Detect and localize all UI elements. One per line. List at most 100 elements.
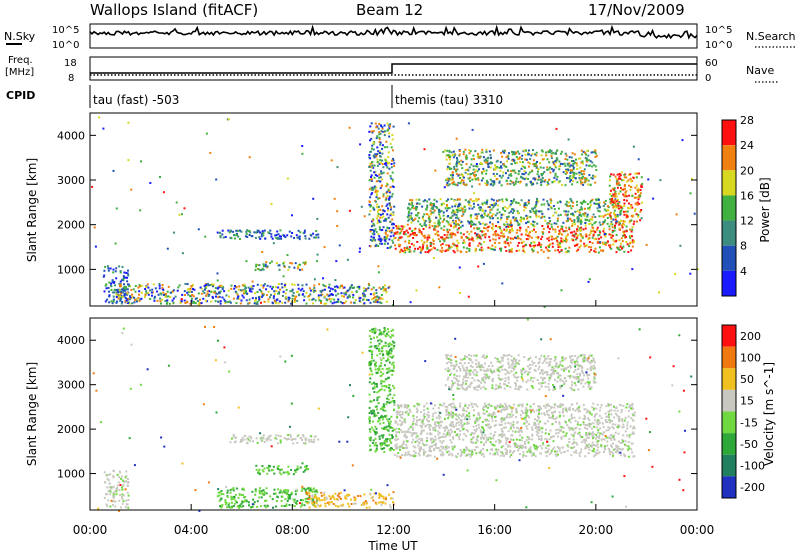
power-cell — [461, 236, 463, 238]
power-cell — [450, 168, 452, 170]
velocity-cell — [369, 394, 371, 396]
power-cell — [588, 174, 590, 176]
power-cell — [253, 285, 255, 287]
power-cell — [536, 161, 538, 163]
velocity-cell — [484, 413, 486, 415]
power-cell — [386, 191, 388, 193]
power-cell — [494, 242, 496, 244]
power-cell — [290, 303, 292, 305]
power-cell — [576, 250, 578, 252]
power-cell — [581, 221, 583, 223]
power-cell — [487, 226, 489, 228]
power-cell — [523, 209, 525, 211]
power-cell — [624, 185, 626, 187]
power-cell — [534, 207, 536, 209]
velocity-cell — [261, 490, 263, 492]
velocity-cell — [463, 452, 465, 454]
power-cell — [615, 205, 617, 207]
power-cell — [378, 131, 380, 133]
power-cell — [231, 285, 233, 287]
velocity-cell — [378, 502, 380, 504]
velocity-cell — [326, 498, 328, 500]
power-cell — [160, 292, 162, 294]
power-cell — [456, 247, 458, 249]
power-cell — [435, 217, 437, 219]
power-cell — [388, 287, 390, 289]
velocity-cell — [289, 504, 291, 506]
power-cell — [372, 189, 374, 191]
power-cell — [587, 179, 589, 181]
power-cell — [506, 199, 508, 201]
power-cell — [236, 298, 238, 300]
velocity-cell — [113, 497, 115, 499]
power-cell — [451, 236, 453, 238]
freq-tick-bottom: 8 — [68, 73, 74, 84]
power-cell — [471, 186, 473, 188]
power-cell — [481, 214, 483, 216]
power-cell — [583, 173, 585, 175]
velocity-cell — [350, 499, 352, 501]
power-cell — [342, 302, 344, 304]
velocity-cell — [463, 449, 465, 451]
power-cell — [470, 198, 472, 200]
velocity-cell — [123, 494, 125, 496]
power-cell — [315, 299, 317, 301]
power-cell — [491, 215, 493, 217]
power-cell — [139, 209, 141, 211]
power-cell — [490, 154, 492, 156]
power-cell — [558, 214, 560, 216]
power-cell — [511, 228, 513, 230]
power-cell — [567, 220, 569, 222]
velocity-cell — [292, 442, 294, 444]
power-cell — [408, 122, 410, 124]
power-cell — [363, 287, 365, 289]
power-cell — [139, 286, 141, 288]
velocity-cell — [369, 445, 371, 447]
power-cell — [245, 290, 247, 292]
power-cell — [541, 213, 543, 215]
power-cell — [127, 288, 129, 290]
power-cell — [113, 301, 115, 303]
power-cell — [503, 165, 505, 167]
power-cell — [610, 199, 612, 201]
power-cell — [359, 143, 361, 145]
velocity-cell — [381, 346, 383, 348]
velocity-cell — [443, 403, 445, 405]
power-cell — [508, 244, 510, 246]
power-cell — [391, 134, 393, 136]
power-cell — [388, 132, 390, 134]
power-cell — [201, 302, 203, 304]
power-cell — [625, 193, 627, 195]
power-cell — [316, 218, 318, 220]
power-cell — [434, 199, 436, 201]
velocity-cell — [285, 505, 287, 507]
velocity-cell — [551, 423, 553, 425]
power-cell — [502, 209, 504, 211]
power-cell — [489, 150, 491, 152]
velocity-cell — [366, 503, 368, 505]
power-cell — [306, 303, 308, 305]
power-cell — [376, 146, 378, 148]
power-cell — [625, 241, 627, 243]
power-cell — [462, 174, 464, 176]
power-cell — [453, 151, 455, 153]
power-cell — [470, 239, 472, 241]
velocity-cell — [257, 442, 259, 444]
power-cell — [622, 231, 624, 233]
power-cell — [436, 201, 438, 203]
power-cell — [548, 231, 550, 233]
power-cell — [368, 131, 370, 133]
velocity-cell — [233, 505, 235, 507]
velocity-cell — [403, 440, 405, 442]
power-cell — [426, 245, 428, 247]
power-cell — [556, 150, 558, 152]
velocity-cell — [313, 501, 315, 503]
power-cell — [449, 158, 451, 160]
power-cell — [426, 200, 428, 202]
power-cell — [230, 230, 232, 232]
power-cell — [454, 226, 456, 228]
power-cell — [410, 301, 412, 303]
velocity-cell — [380, 380, 382, 382]
power-cell — [371, 166, 373, 168]
power-cell — [266, 294, 268, 296]
